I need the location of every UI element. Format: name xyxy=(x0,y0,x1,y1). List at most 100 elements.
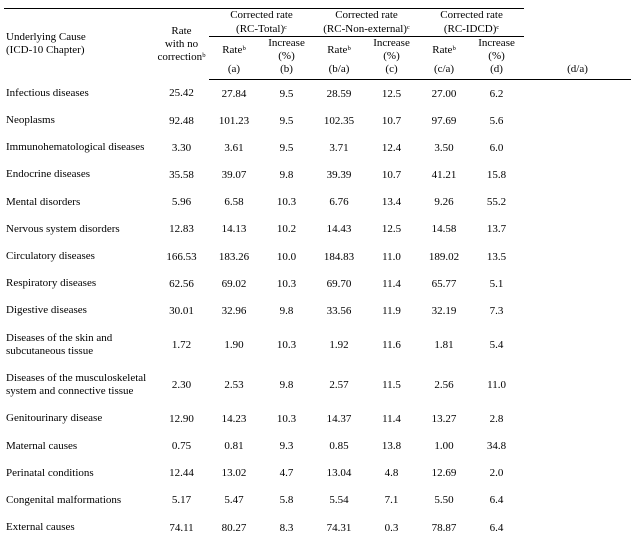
value-cell: 12.4 xyxy=(364,134,419,161)
value-cell: 28.59 xyxy=(314,80,364,107)
cause-cell: Infectious diseases xyxy=(4,80,154,107)
cause-cell: Mental disorders xyxy=(4,189,154,216)
value-cell: 35.58 xyxy=(154,161,209,188)
table-row: Mental disorders5.966.5810.36.7613.49.26… xyxy=(4,189,631,216)
value-cell: 2.30 xyxy=(154,365,209,405)
value-cell: 1.92 xyxy=(314,325,364,365)
value-cell: 10.3 xyxy=(259,189,314,216)
value-cell: 12.44 xyxy=(154,460,209,487)
value-cell: 189.02 xyxy=(419,243,469,270)
table-row: Immunohematological diseases3.303.619.53… xyxy=(4,134,631,161)
cause-cell: Maternal causes xyxy=(4,433,154,460)
cause-cell: Circulatory diseases xyxy=(4,243,154,270)
value-cell: 10.2 xyxy=(259,216,314,243)
cause-cell: Perinatal conditions xyxy=(4,460,154,487)
table-row: Digestive diseases30.0132.969.833.5611.9… xyxy=(4,297,631,324)
table-row: Genitourinary disease12.9014.2310.314.37… xyxy=(4,405,631,432)
value-cell: 10.3 xyxy=(259,405,314,432)
letter-ca: (c/a) xyxy=(419,63,469,80)
value-cell: 11.5 xyxy=(364,365,419,405)
value-cell: 10.3 xyxy=(259,325,314,365)
value-cell: 3.50 xyxy=(419,134,469,161)
value-cell: 14.37 xyxy=(314,405,364,432)
table-row: External causes74.1180.278.374.310.378.8… xyxy=(4,514,631,541)
value-cell: 9.26 xyxy=(419,189,469,216)
value-cell: 184.83 xyxy=(314,243,364,270)
value-cell: 12.83 xyxy=(154,216,209,243)
value-cell: 11.4 xyxy=(364,270,419,297)
value-cell: 27.84 xyxy=(209,80,259,107)
cause-cell: Digestive diseases xyxy=(4,297,154,324)
value-cell: 74.11 xyxy=(154,514,209,541)
value-cell: 11.4 xyxy=(364,405,419,432)
value-cell: 2.53 xyxy=(209,365,259,405)
value-cell: 2.57 xyxy=(314,365,364,405)
mortality-rate-table: Underlying Cause(ICD-10 Chapter) Ratewit… xyxy=(4,8,631,541)
value-cell: 11.6 xyxy=(364,325,419,365)
value-cell: 12.5 xyxy=(364,80,419,107)
value-cell: 3.30 xyxy=(154,134,209,161)
value-cell: 0.3 xyxy=(364,514,419,541)
col-header-rctotal: Corrected rate(RC-Total)ᶜ xyxy=(209,9,314,37)
sub-rate-d: Rateᵇ xyxy=(419,37,469,64)
value-cell: 6.2 xyxy=(469,80,524,107)
value-cell: 14.13 xyxy=(209,216,259,243)
value-cell: 69.70 xyxy=(314,270,364,297)
value-cell: 13.02 xyxy=(209,460,259,487)
value-cell: 2.0 xyxy=(469,460,524,487)
value-cell: 12.5 xyxy=(364,216,419,243)
cause-cell: Respiratory diseases xyxy=(4,270,154,297)
value-cell: 13.7 xyxy=(469,216,524,243)
value-cell: 32.19 xyxy=(419,297,469,324)
cause-cell: Diseases of the musculoskeletal system a… xyxy=(4,365,154,405)
value-cell: 13.4 xyxy=(364,189,419,216)
value-cell: 10.0 xyxy=(259,243,314,270)
value-cell: 9.5 xyxy=(259,134,314,161)
value-cell: 7.3 xyxy=(469,297,524,324)
value-cell: 9.5 xyxy=(259,80,314,107)
value-cell: 14.58 xyxy=(419,216,469,243)
letter-c: (c) xyxy=(364,63,419,80)
value-cell: 27.00 xyxy=(419,80,469,107)
value-cell: 0.85 xyxy=(314,433,364,460)
value-cell: 69.02 xyxy=(209,270,259,297)
cause-cell: Endocrine diseases xyxy=(4,161,154,188)
value-cell: 80.27 xyxy=(209,514,259,541)
value-cell: 2.56 xyxy=(419,365,469,405)
cause-cell: Neoplasms xyxy=(4,107,154,134)
value-cell: 14.23 xyxy=(209,405,259,432)
sub-rate-c: Rateᵇ xyxy=(314,37,364,64)
value-cell: 9.8 xyxy=(259,297,314,324)
value-cell: 65.77 xyxy=(419,270,469,297)
value-cell: 9.3 xyxy=(259,433,314,460)
table-row: Endocrine diseases35.5839.079.839.3910.7… xyxy=(4,161,631,188)
value-cell: 1.72 xyxy=(154,325,209,365)
value-cell: 13.8 xyxy=(364,433,419,460)
value-cell: 12.90 xyxy=(154,405,209,432)
value-cell: 25.42 xyxy=(154,80,209,107)
value-cell: 1.90 xyxy=(209,325,259,365)
letter-d: (d) xyxy=(469,63,524,80)
value-cell: 30.01 xyxy=(154,297,209,324)
letter-ba: (b/a) xyxy=(314,63,364,80)
col-header-cause: Underlying Cause(ICD-10 Chapter) xyxy=(4,9,154,80)
col-header-rcidcd: Corrected rate(RC-IDCD)ᶜ xyxy=(419,9,524,37)
value-cell: 183.26 xyxy=(209,243,259,270)
sub-inc-d: Increase (%) xyxy=(469,37,524,64)
table-row: Perinatal conditions12.4413.024.713.044.… xyxy=(4,460,631,487)
value-cell: 101.23 xyxy=(209,107,259,134)
col-header-rcnonext: Corrected rate(RC-Non-external)ᶜ xyxy=(314,9,419,37)
value-cell: 13.27 xyxy=(419,405,469,432)
value-cell: 4.8 xyxy=(364,460,419,487)
cause-cell: Nervous system disorders xyxy=(4,216,154,243)
letter-da: (d/a) xyxy=(524,63,631,80)
value-cell: 4.7 xyxy=(259,460,314,487)
table-row: Diseases of the skin and subcutaneous ti… xyxy=(4,325,631,365)
table-row: Nervous system disorders12.8314.1310.2 14… xyxy=(4,216,631,243)
cause-cell: Diseases of the skin and subcutaneous ti… xyxy=(4,325,154,365)
value-cell: 0.75 xyxy=(154,433,209,460)
value-cell: 11.0 xyxy=(469,365,524,405)
value-cell: 78.87 xyxy=(419,514,469,541)
value-cell: 13.5 xyxy=(469,243,524,270)
value-cell: 2.8 xyxy=(469,405,524,432)
